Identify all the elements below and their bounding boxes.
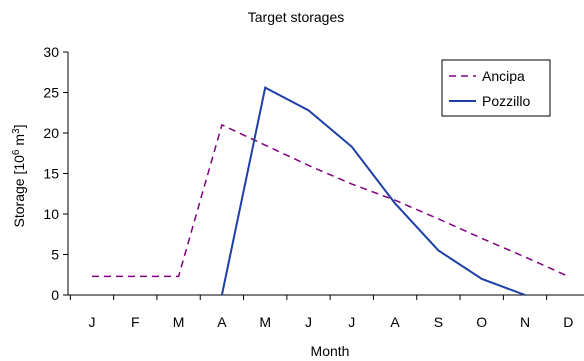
x-tick-label: M [173,314,185,330]
y-tick-label: 10 [43,206,59,222]
y-ticks: 0 5 10 15 20 25 30 [43,44,68,303]
chart-title: Target storages [248,9,345,25]
legend: Ancipa Pozzillo [441,59,551,117]
y-axis-title-prefix: Storage [10 [11,155,27,228]
x-tick-label: F [131,314,140,330]
y-axis-title-sup1: 6 [11,149,22,155]
x-tick-label: D [563,314,573,330]
x-axis-title: Month [311,343,350,359]
legend-label-ancipa: Ancipa [482,68,525,84]
series-line-pozzillo [220,86,526,296]
y-axis-title: Storage [106 m3] [11,125,27,228]
x-tick-label: S [434,314,443,330]
series-line-ancipa [92,123,569,278]
x-tick-label: J [348,314,355,330]
x-tick-label: A [217,314,227,330]
x-tick-label: A [390,314,400,330]
y-tick-label: 30 [43,44,59,60]
y-axis-title-mid: m [11,134,27,150]
y-tick-label: 20 [43,125,59,141]
y-tick-label: 5 [51,247,59,263]
y-tick-label: 0 [51,287,59,303]
x-tick-label: O [476,314,487,330]
y-tick-label: 25 [43,85,59,101]
x-tick-label: M [259,314,271,330]
legend-box [441,59,551,117]
y-axis-title-sup2: 3 [11,128,22,134]
y-axis-title-suffix: ] [11,125,27,129]
legend-label-pozzillo: Pozzillo [482,93,530,109]
x-tick-label: J [89,314,96,330]
x-tick-label: N [520,314,530,330]
series-layer [92,86,569,296]
x-tick-label: J [305,314,312,330]
y-tick-label: 15 [43,166,59,182]
